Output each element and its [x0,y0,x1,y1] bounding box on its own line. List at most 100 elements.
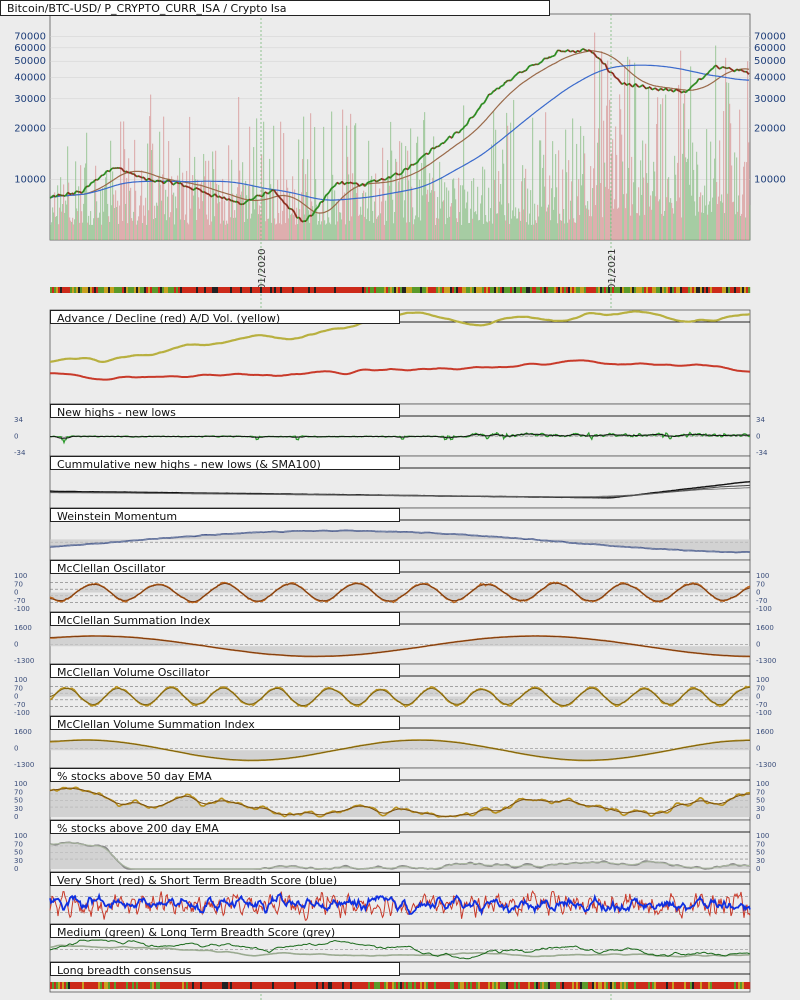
volume-bar [592,188,594,240]
regime-cell [66,287,69,293]
regime-cell [176,287,179,293]
price-segment [231,199,234,203]
price-segment [645,87,648,90]
consensus-cell [354,982,357,989]
consensus-cell [472,982,475,989]
volume-bar [442,201,444,240]
price-segment [244,201,247,204]
volume-bar [291,213,293,240]
price-segment [439,143,442,146]
price-segment [459,129,462,132]
price-segment [637,85,640,88]
regime-cell [588,287,591,293]
volume-bar [278,213,280,240]
regime-cell [704,287,707,293]
volume-bar [57,185,59,240]
volume-bar [255,198,257,240]
consensus-cell [434,982,437,989]
consensus-cell [104,982,107,989]
consensus-cell [706,982,709,989]
price-segment [478,106,481,110]
regime-cell [548,287,551,293]
price-segment [209,194,212,197]
volume-bar [727,193,729,240]
consensus-cell [82,982,85,989]
price-segment [90,181,93,184]
volume-bar [715,45,717,241]
consensus-cell [338,982,341,989]
volume-bar [88,215,90,240]
regime-cell [486,287,489,293]
consensus-cell [226,982,229,989]
volume-bar [70,220,72,240]
volume-bar [410,128,412,240]
consensus-cell [128,982,131,989]
volume-bar [730,123,732,240]
price-segment [253,196,256,200]
regime-cell [682,287,685,293]
consensus-cell [72,982,75,989]
volume-bar [682,153,684,240]
regime-cell [120,287,123,293]
price-segment [223,196,226,199]
price-segment [158,179,161,183]
price-segment [216,195,219,198]
volume-bar [438,218,440,240]
volume-bar [657,97,659,240]
price-segment [614,76,617,79]
consensus-cell [358,982,361,989]
consensus-cell [60,982,63,989]
price-segment [54,195,57,198]
volume-bar [607,60,609,241]
price-segment [692,83,695,87]
consensus-cell [144,982,147,989]
regime-cell [162,287,165,293]
volume-bar [704,185,706,240]
regime-cell [134,287,137,293]
regime-cell [166,287,169,293]
price-segment [161,180,164,184]
price-segment [733,70,736,73]
price-segment [489,93,492,96]
consensus-cell [488,982,491,989]
price-segment [243,202,246,205]
regime-cell [188,287,191,293]
volume-bar [619,94,621,240]
price-segment [88,184,91,187]
price-segment [470,116,473,119]
consensus-cell [418,982,421,989]
regime-cell [662,287,665,293]
volume-bar [630,215,632,240]
volume-bar [678,84,680,240]
price-segment [233,200,236,203]
volume-bar [216,183,218,240]
consensus-cell [530,982,533,989]
consensus-cell [458,982,461,989]
price-segment [418,158,421,161]
regime-cell [248,287,251,293]
price-segment [217,195,220,198]
volume-bar [720,201,722,240]
panel-tick-left: 100 [14,676,27,684]
volume-bar [668,177,670,240]
volume-bar [452,179,454,240]
volume-bar [662,98,664,241]
volume-bar [285,222,287,240]
volume-bar [501,204,503,240]
consensus-cell [670,982,673,989]
regime-cell [732,287,735,293]
volume-bar [249,126,251,240]
volume-bar [103,211,105,240]
volume-bar [510,122,512,240]
price-segment [295,215,298,219]
consensus-cell [344,982,347,989]
price-segment [402,168,405,173]
volume-bar [72,217,74,240]
regime-cell [604,287,607,293]
consensus-cell [386,982,389,989]
volume-bar [606,105,608,241]
regime-cell [400,287,403,293]
consensus-cell [64,982,67,989]
price-segment [538,62,541,65]
consensus-cell [424,982,427,989]
